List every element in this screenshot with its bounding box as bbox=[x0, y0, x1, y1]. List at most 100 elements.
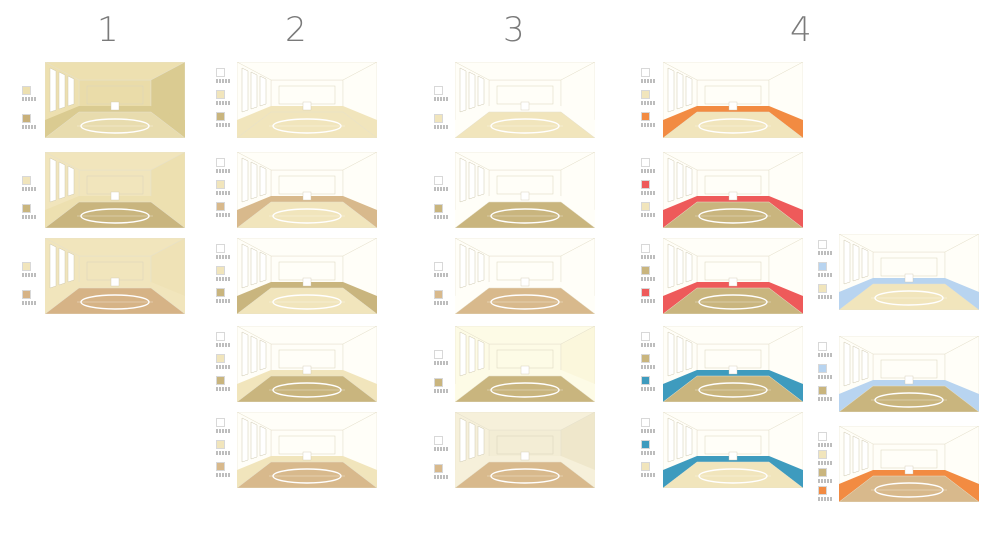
swatch-caption bbox=[641, 299, 655, 303]
color-swatch bbox=[434, 204, 443, 213]
window bbox=[667, 67, 675, 113]
window bbox=[250, 247, 258, 286]
window bbox=[861, 439, 869, 471]
swatch-caption bbox=[818, 251, 832, 255]
color-swatch bbox=[818, 386, 827, 395]
wall-band-right bbox=[769, 456, 803, 488]
backboard bbox=[520, 451, 530, 461]
window bbox=[67, 75, 75, 107]
room-variant-2-3 bbox=[237, 238, 377, 314]
window bbox=[459, 67, 467, 113]
color-swatch bbox=[434, 436, 443, 445]
window bbox=[843, 341, 851, 387]
swatch-caption bbox=[216, 299, 230, 303]
window bbox=[58, 161, 66, 200]
color-swatch bbox=[641, 202, 650, 211]
room-variant-4-1 bbox=[663, 62, 803, 138]
window bbox=[852, 243, 860, 282]
wall-band-left bbox=[839, 470, 873, 502]
room-variant-2-4 bbox=[237, 326, 377, 402]
backboard bbox=[520, 191, 530, 201]
floor bbox=[45, 287, 185, 314]
color-swatch bbox=[22, 204, 31, 213]
swatch-caption bbox=[434, 361, 448, 365]
window bbox=[676, 161, 684, 200]
backboard bbox=[302, 101, 312, 111]
backboard bbox=[302, 365, 312, 375]
wall-band-right bbox=[769, 106, 803, 138]
color-swatch bbox=[641, 158, 650, 167]
swatch-caption bbox=[22, 125, 36, 129]
wall-band-right bbox=[343, 196, 377, 228]
swatch-caption bbox=[22, 301, 36, 305]
column-number-4: 4 bbox=[790, 10, 812, 50]
window bbox=[843, 431, 851, 477]
window bbox=[468, 335, 476, 374]
color-swatch bbox=[216, 112, 225, 121]
color-swatch bbox=[434, 86, 443, 95]
floor bbox=[455, 461, 595, 488]
window bbox=[477, 251, 485, 283]
swatch-caption bbox=[434, 273, 448, 277]
color-swatch bbox=[216, 180, 225, 189]
color-swatch bbox=[22, 86, 31, 95]
backboard bbox=[728, 365, 738, 375]
swatch-caption bbox=[641, 451, 655, 455]
swatch-caption bbox=[818, 353, 832, 357]
color-swatch bbox=[22, 114, 31, 123]
window bbox=[468, 421, 476, 460]
room-variant-3-3 bbox=[455, 238, 595, 314]
floor bbox=[663, 461, 803, 488]
window bbox=[459, 157, 467, 203]
color-swatch bbox=[641, 376, 650, 385]
wall-band-left bbox=[455, 282, 489, 314]
window bbox=[477, 425, 485, 457]
color-swatch bbox=[818, 468, 827, 477]
swatch-caption bbox=[216, 101, 230, 105]
window bbox=[685, 425, 693, 457]
color-swatch bbox=[216, 440, 225, 449]
color-swatch bbox=[818, 432, 827, 441]
window bbox=[468, 247, 476, 286]
wall-band-left bbox=[663, 282, 697, 314]
color-swatch bbox=[641, 288, 650, 297]
window bbox=[468, 71, 476, 110]
swatch-caption bbox=[216, 255, 230, 259]
color-swatch bbox=[818, 262, 827, 271]
backboard bbox=[520, 277, 530, 287]
wall-band-left bbox=[237, 106, 271, 138]
window bbox=[667, 331, 675, 377]
color-swatch bbox=[818, 342, 827, 351]
color-swatch bbox=[216, 354, 225, 363]
backboard bbox=[728, 101, 738, 111]
swatch-caption bbox=[818, 397, 832, 401]
swatch-caption bbox=[434, 447, 448, 451]
swatch-caption bbox=[216, 473, 230, 477]
room-variant-2-1 bbox=[237, 62, 377, 138]
swatch-caption bbox=[818, 375, 832, 379]
swatch-caption bbox=[641, 191, 655, 195]
window bbox=[241, 157, 249, 203]
swatch-caption bbox=[641, 123, 655, 127]
window bbox=[58, 71, 66, 110]
swatch-caption bbox=[641, 79, 655, 83]
window bbox=[676, 335, 684, 374]
window bbox=[861, 349, 869, 381]
window bbox=[259, 425, 267, 457]
swatch-caption bbox=[818, 479, 832, 483]
window bbox=[259, 251, 267, 283]
window bbox=[468, 161, 476, 200]
window bbox=[49, 243, 57, 289]
window bbox=[676, 421, 684, 460]
room-variant-4-4 bbox=[663, 326, 803, 402]
room-variant-1-2 bbox=[45, 152, 185, 228]
window bbox=[241, 417, 249, 463]
backboard bbox=[110, 277, 120, 287]
window bbox=[477, 339, 485, 371]
wall-band-right bbox=[151, 196, 185, 228]
wall-band-left bbox=[237, 196, 271, 228]
room-variant-5-1 bbox=[839, 234, 979, 310]
room-variant-4-5 bbox=[663, 412, 803, 488]
color-swatch bbox=[818, 486, 827, 495]
window bbox=[259, 75, 267, 107]
